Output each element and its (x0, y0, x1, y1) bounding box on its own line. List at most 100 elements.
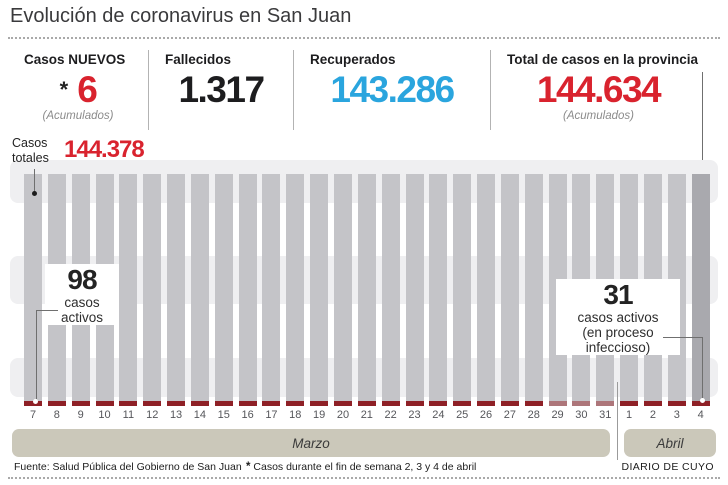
bar-day-27 (500, 174, 519, 406)
bar-day-12 (143, 174, 162, 406)
casos-totales-label: Casos totales (12, 136, 49, 165)
leader-line-total (702, 72, 703, 173)
bar-active-strip (119, 401, 138, 406)
day-label-20: 20 (336, 409, 350, 421)
bar-day-26 (477, 174, 496, 406)
stat-total-provincia: Total de casos en la provincia 144.634 (Ac… (490, 50, 706, 130)
marker-dot-98 (33, 399, 38, 404)
day-label-7: 7 (29, 409, 37, 421)
annotation-active-end: 31 casos activos (en proceso infeccioso) (556, 279, 680, 355)
day-label-17: 17 (265, 409, 278, 421)
bar-active-strip (95, 401, 114, 406)
day-label-1: 1 (626, 409, 633, 421)
bar-active-strip (71, 401, 90, 406)
bar-total-segment (333, 174, 352, 401)
day-label-9: 9 (77, 409, 84, 421)
day-label-14: 14 (193, 409, 207, 421)
bar-active-strip (357, 401, 376, 406)
bar-active-strip (238, 401, 257, 406)
bar-active-strip (620, 401, 639, 406)
bar-active-strip (643, 401, 662, 406)
top-dotted-divider (8, 37, 720, 39)
day-label-3: 3 (673, 409, 680, 421)
stat-total-provincia-value: 144.634 (536, 69, 662, 110)
stat-casos-nuevos-note: (Acumulados) (42, 110, 114, 122)
bar-active-strip (548, 401, 567, 406)
day-label-22: 22 (384, 409, 397, 421)
day-label-24: 24 (432, 409, 445, 421)
leader-line-31-v (702, 337, 703, 398)
stat-total-provincia-label: Total de casos en la provincia (507, 52, 699, 67)
footnote-asterisk: * (246, 461, 251, 473)
stat-recuperados: Recuperados 143.286 (293, 50, 490, 130)
bar-total-segment (143, 174, 162, 401)
day-label-28: 28 (527, 409, 540, 421)
bar-active-strip (47, 401, 66, 406)
page-title: Evolución de coronavirus en San Juan (10, 5, 352, 27)
bar-total-segment (691, 174, 710, 401)
stat-casos-nuevos-value: * 6 (59, 69, 98, 110)
bar-active-strip (691, 401, 710, 406)
bar-total-segment (262, 174, 281, 401)
source-credit: Fuente: Salud Pública del Gobierno de Sa… (14, 461, 242, 473)
bar-day-7 (24, 174, 42, 406)
bar-total-segment (500, 174, 519, 401)
bar-active-strip (214, 401, 233, 406)
stat-fallecidos-label: Fallecidos (165, 52, 232, 67)
bar-active-strip (405, 401, 424, 406)
leader-line-31-h (663, 337, 702, 338)
day-label-11: 11 (122, 409, 135, 421)
bar-active-strip (524, 401, 543, 406)
day-label-18: 18 (289, 409, 302, 421)
marker-dot-totales (32, 191, 37, 196)
day-label-13: 13 (169, 409, 183, 421)
bar-day-11 (119, 174, 138, 406)
leader-line-98-h (36, 310, 58, 311)
marker-dot-31 (700, 398, 705, 403)
day-label-12: 12 (146, 409, 159, 421)
bar-day-15 (214, 174, 233, 406)
day-label-29: 29 (551, 409, 564, 421)
day-label-27: 27 (503, 409, 516, 421)
bar-active-strip (667, 401, 686, 406)
annotation-active-start: 98 casos activos (45, 264, 119, 325)
leader-line-98-v (36, 310, 37, 399)
day-label-16: 16 (241, 409, 254, 421)
bar-day-24 (429, 174, 448, 406)
stats-row: Casos NUEVOS * 6 (Acumulados) Fallecidos 1.31… (8, 50, 708, 130)
day-label-31: 31 (599, 409, 612, 421)
bar-active-strip (190, 401, 209, 406)
publisher-credit: DIARIO DE CUYO (621, 461, 714, 473)
bar-day-21 (357, 174, 376, 406)
casos-totales-value: 144.378 (64, 136, 145, 163)
footnote: * Casos durante el fin de semana 2, 3 y … (246, 461, 477, 473)
bar-active-strip (262, 401, 281, 406)
bar-day-16 (238, 174, 257, 406)
bar-total-segment (238, 174, 257, 401)
bar-day-20 (333, 174, 352, 406)
bar-total-segment (167, 174, 186, 401)
day-label-21: 21 (360, 409, 373, 421)
day-label-2: 2 (649, 409, 656, 421)
bar-total-segment (357, 174, 376, 401)
day-label-8: 8 (53, 409, 60, 421)
bar-active-strip (596, 401, 615, 406)
bar-day-28 (524, 174, 543, 406)
day-label-25: 25 (456, 409, 469, 421)
bar-day-22 (381, 174, 400, 406)
bar-total-segment (381, 174, 400, 401)
month-band-marzo: Marzo (12, 429, 610, 457)
bar-active-strip (286, 401, 305, 406)
stat-fallecidos-value: 1.317 (178, 69, 265, 110)
bar-total-segment (190, 174, 209, 401)
bar-day-13 (167, 174, 186, 406)
bar-total-segment (453, 174, 472, 401)
bar-day-23 (405, 174, 424, 406)
bar-active-strip (572, 401, 591, 406)
bar-active-strip (333, 401, 352, 406)
bar-day-17 (262, 174, 281, 406)
bar-total-segment (524, 174, 543, 401)
stat-recuperados-value: 143.286 (330, 69, 455, 110)
bar-active-strip (500, 401, 519, 406)
bar-active-strip (453, 401, 472, 406)
